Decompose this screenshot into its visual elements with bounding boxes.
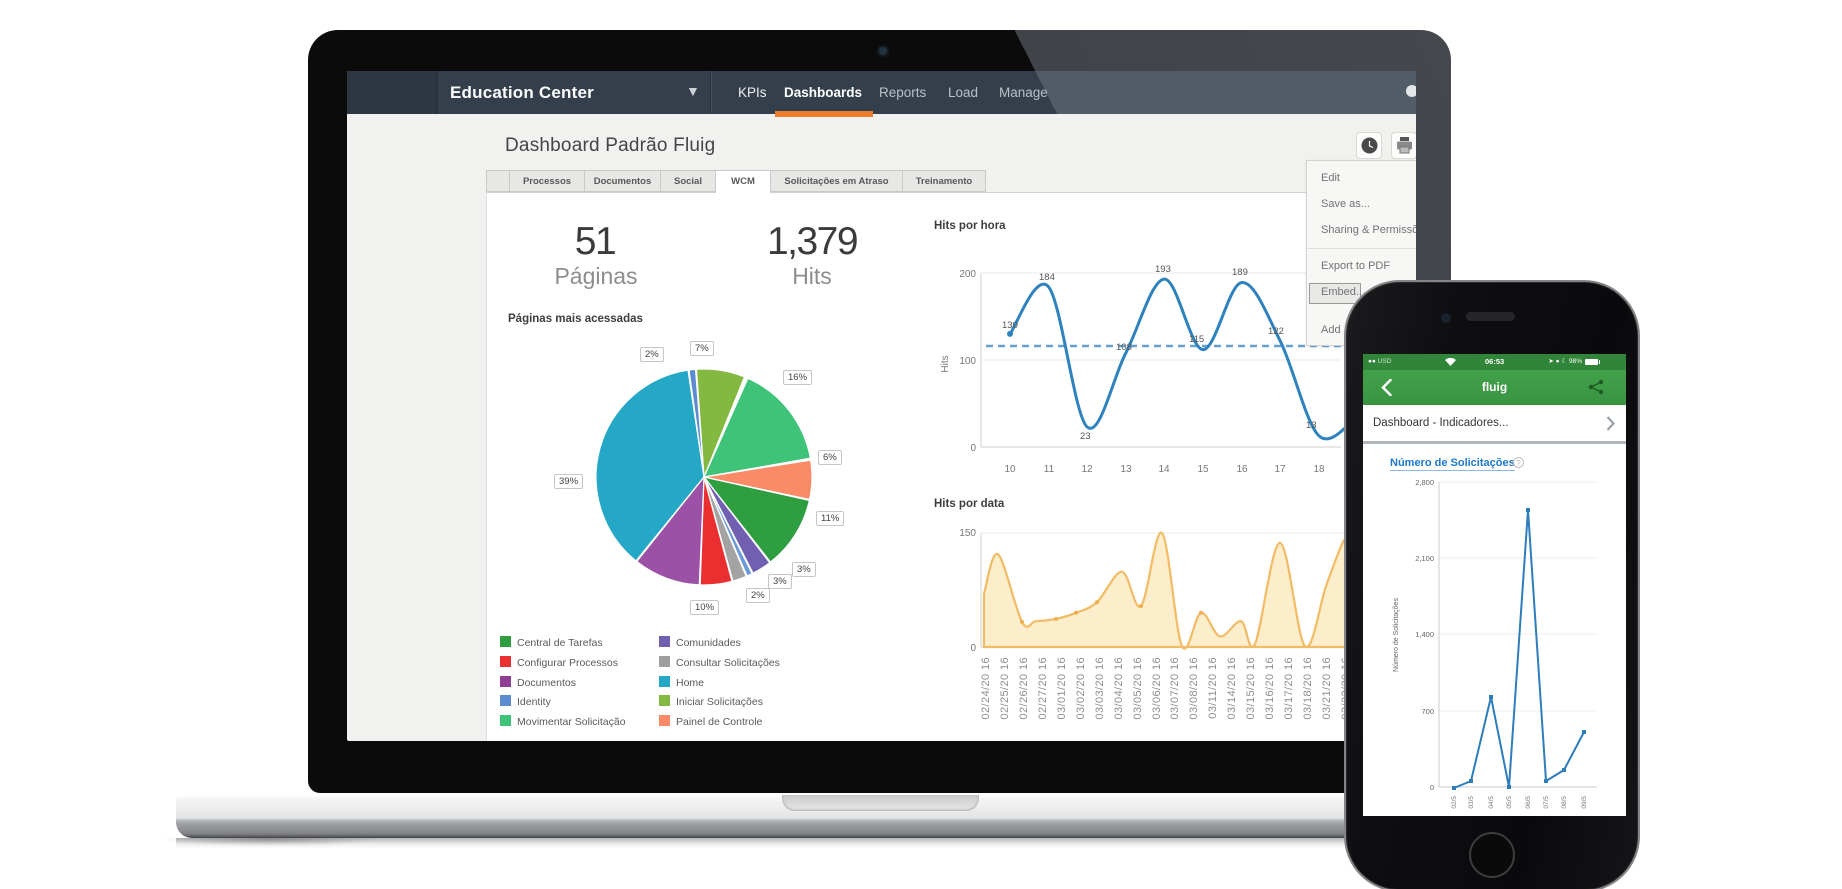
svg-text:03/21/20 16: 03/21/20 16: [1321, 657, 1333, 720]
svg-text:03/16/20 16: 03/16/20 16: [1264, 657, 1276, 720]
svg-text:02/5: 02/5: [1451, 796, 1458, 809]
svg-text:189: 189: [1232, 267, 1248, 278]
svg-text:04/5: 04/5: [1488, 796, 1495, 809]
svg-text:Hits: Hits: [940, 355, 951, 372]
svg-text:03/03/20 16: 03/03/20 16: [1094, 657, 1106, 720]
svg-text:09/5: 09/5: [1581, 796, 1588, 809]
svg-text:16: 16: [1236, 464, 1248, 475]
svg-text:10: 10: [1004, 464, 1016, 475]
svg-text:130: 130: [1002, 320, 1018, 331]
svg-text:100: 100: [959, 356, 976, 367]
svg-text:03/06/20 16: 03/06/20 16: [1151, 657, 1163, 720]
svg-text:1,400: 1,400: [1415, 630, 1434, 639]
svg-text:0: 0: [970, 643, 976, 654]
svg-text:184: 184: [1039, 272, 1055, 283]
svg-text:17: 17: [1274, 464, 1286, 475]
svg-text:03/15/20 16: 03/15/20 16: [1245, 657, 1257, 720]
svg-text:03/01/20 16: 03/01/20 16: [1056, 657, 1068, 720]
svg-text:122: 122: [1268, 326, 1284, 337]
svg-text:115: 115: [1189, 334, 1204, 345]
svg-text:02/26/20 16: 02/26/20 16: [1018, 657, 1030, 720]
svg-text:23: 23: [1080, 431, 1091, 442]
svg-text:13: 13: [1306, 420, 1317, 431]
svg-text:06/5: 06/5: [1525, 796, 1532, 809]
svg-text:05/5: 05/5: [1506, 796, 1513, 809]
svg-text:03/04/20 16: 03/04/20 16: [1113, 657, 1125, 720]
svg-text:02/24/20 16: 02/24/20 16: [980, 657, 992, 720]
svg-text:2,100: 2,100: [1415, 554, 1434, 563]
svg-text:0: 0: [1430, 783, 1434, 792]
svg-text:03/5: 03/5: [1468, 796, 1475, 809]
svg-text:03/02/20 16: 03/02/20 16: [1075, 657, 1087, 720]
svg-text:03/14/20 16: 03/14/20 16: [1226, 657, 1238, 720]
svg-text:108: 108: [1116, 342, 1132, 353]
svg-text:Número de Solicitações: Número de Solicitações: [1393, 598, 1400, 672]
svg-text:03/07/20 16: 03/07/20 16: [1169, 657, 1181, 720]
svg-text:08/5: 08/5: [1561, 796, 1568, 809]
svg-text:03/17/20 16: 03/17/20 16: [1283, 657, 1295, 720]
svg-text:02/25/20 16: 02/25/20 16: [999, 657, 1011, 720]
svg-text:11: 11: [1044, 464, 1055, 475]
svg-text:18: 18: [1313, 464, 1325, 475]
svg-text:02/27/20 16: 02/27/20 16: [1037, 657, 1049, 720]
svg-text:03/05/20 16: 03/05/20 16: [1132, 657, 1144, 720]
svg-text:200: 200: [959, 269, 976, 280]
svg-text:03/18/20 16: 03/18/20 16: [1302, 657, 1314, 720]
svg-text:150: 150: [959, 528, 976, 539]
svg-text:700: 700: [1421, 707, 1434, 716]
svg-text:15: 15: [1197, 464, 1209, 475]
svg-text:03/08/20 16: 03/08/20 16: [1188, 657, 1200, 720]
svg-text:03/11/20 16: 03/11/20 16: [1207, 657, 1219, 719]
svg-text:12: 12: [1081, 464, 1093, 475]
svg-text:14: 14: [1158, 464, 1170, 475]
svg-text:13: 13: [1120, 464, 1132, 475]
svg-text:0: 0: [970, 443, 976, 454]
svg-text:2,800: 2,800: [1415, 478, 1434, 487]
svg-text:07/5: 07/5: [1543, 796, 1550, 809]
svg-text:193: 193: [1155, 264, 1171, 275]
